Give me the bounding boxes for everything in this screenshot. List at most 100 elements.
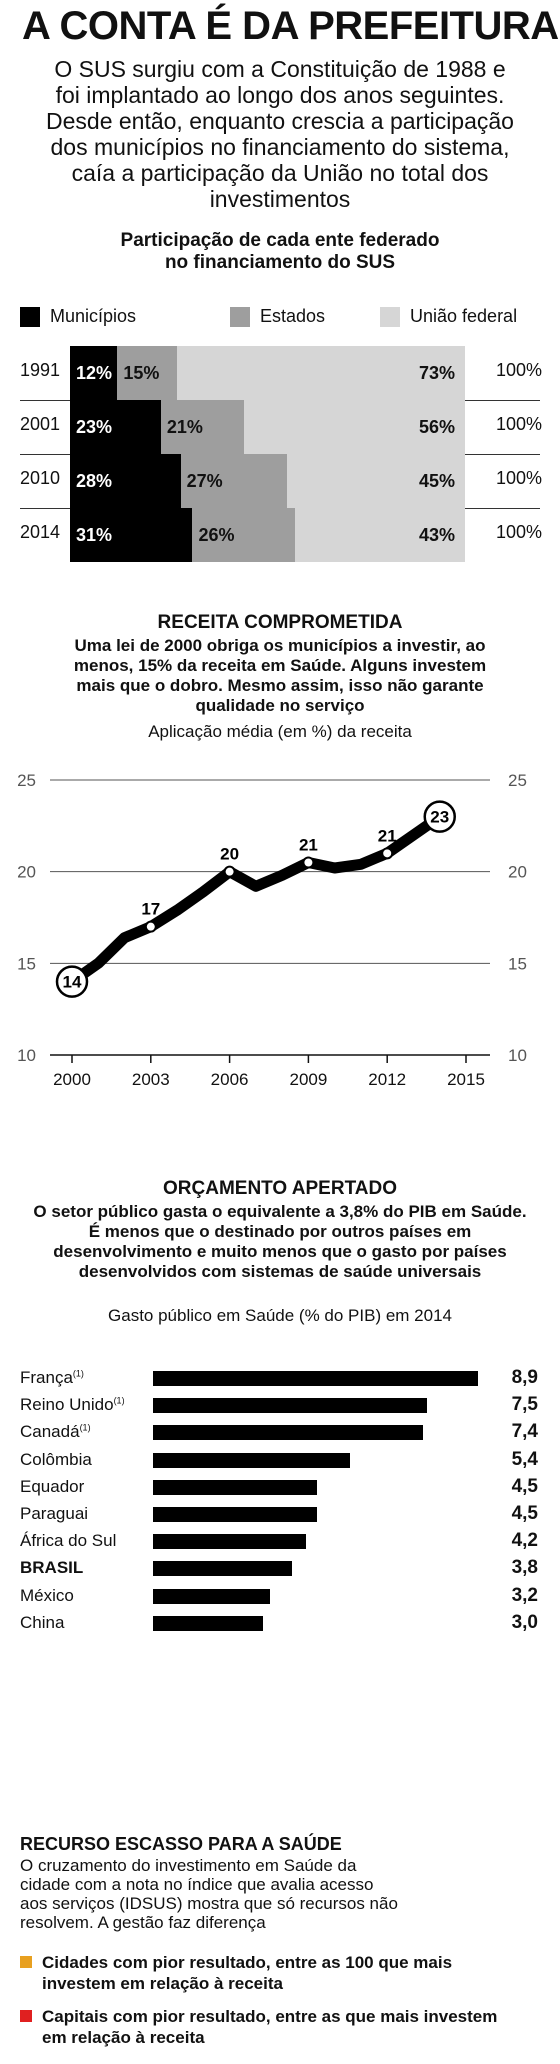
hbar-category-label: México: [20, 1585, 74, 1605]
recurso-title: RECURSO ESCASSO PARA A SAÚDE: [20, 1834, 342, 1854]
stacked-segment-municípios: 23%: [70, 400, 161, 454]
stacked-value-label: 56%: [418, 416, 455, 437]
hbar-bar: [153, 1534, 307, 1550]
hbar-row: México 3,2: [0, 1584, 560, 1609]
hbar-bar: [153, 1452, 351, 1468]
hbar-bar: [153, 1425, 424, 1441]
stacked-row: 1991 12% 15% 73% 100%: [0, 346, 560, 400]
hbar-category-label: Reino Unido(1): [20, 1395, 125, 1415]
stacked-value-label: 21%: [166, 416, 203, 437]
data-point-label: 21: [378, 826, 397, 845]
hbar-category-label: Equador: [20, 1476, 85, 1496]
stacked-value-label: 73%: [418, 362, 455, 383]
hbar-value-label: 4,2: [511, 1530, 538, 1552]
series-line: [66, 811, 446, 988]
hbar-row: África do Sul 4,2: [0, 1529, 560, 1554]
x-tick-label: 2012: [368, 1070, 406, 1089]
data-point-label: 20: [220, 845, 239, 864]
stacked-year-label: 1991: [20, 360, 61, 380]
x-tick-label: 2000: [53, 1070, 91, 1089]
stacked-value-label: 23%: [76, 416, 113, 437]
stacked-value-label: 26%: [198, 524, 235, 545]
stacked-value-label: 15%: [123, 362, 160, 383]
hbar-category-label: África do Sul: [20, 1531, 117, 1551]
hbar-bar: [153, 1398, 427, 1414]
hbar-row: Reino Unido(1) 7,5: [0, 1393, 560, 1418]
stacked-segment-união-federal: 56%: [243, 400, 465, 454]
x-tick-label: 2009: [289, 1070, 327, 1089]
hbar-chart-title: ORÇAMENTO APERTADO: [163, 1178, 397, 1199]
legend-item-estados: Estados: [230, 306, 325, 327]
stacked-year-label: 2001: [20, 414, 61, 434]
x-tick-label: 2015: [447, 1070, 485, 1089]
stacked-total-label: 100%: [496, 522, 543, 542]
legend-item-uniao: União federal: [380, 306, 517, 327]
hbar-value-label: 4,5: [511, 1503, 538, 1524]
footnote-mark: (1): [113, 1395, 125, 1406]
data-point-label: 14: [63, 973, 82, 992]
stacked-segment-estados: 15%: [117, 346, 177, 400]
hbar-bar: [153, 1479, 318, 1495]
y-tick-label-right: 10: [508, 1046, 527, 1065]
hbar-chart-axis-label: Gasto público em Saúde (% do PIB) em 201…: [108, 1306, 452, 1325]
line-chart: 10 10 15 15 20 20 25 25 2000 2003 2006 2009 2012 2015…: [17, 771, 527, 1089]
x-tick-label: 2006: [211, 1070, 249, 1089]
stacked-value-label: 12%: [76, 362, 113, 383]
stacked-total-label: 100%: [496, 360, 543, 380]
hbar-chart-subtitle: O setor público gasta o equivalente a 3,…: [33, 1202, 527, 1281]
data-point-marker: [423, 800, 456, 833]
stacked-value-label: 45%: [418, 470, 455, 491]
hbar-category-label: Canadá(1): [20, 1422, 91, 1442]
stacked-value-label: 27%: [186, 470, 223, 491]
stacked-segment-municípios: 12%: [70, 346, 118, 400]
stacked-value-label: 43%: [418, 524, 455, 545]
y-tick-label-right: 25: [508, 771, 527, 790]
data-point-marker: [302, 856, 315, 869]
y-tick-label-left: 25: [17, 771, 36, 790]
stacked-legend: Municípios Estados União federal: [0, 306, 560, 330]
hbar-row: França(1) 8,9: [0, 1366, 560, 1391]
hbar-value-label: 8,9: [511, 1367, 538, 1388]
x-tick-label: 2003: [132, 1070, 170, 1089]
hbar-bar: [153, 1561, 292, 1577]
data-point-label: 17: [141, 900, 160, 919]
data-point-label: 21: [299, 836, 318, 855]
legend-label-estados: Estados: [260, 306, 326, 326]
stacked-segment-estados: 21%: [160, 400, 244, 454]
legend-label-uniao: União federal: [410, 306, 518, 326]
legend-swatch-uniao: [380, 306, 400, 327]
hbar-category-label: Paraguai: [20, 1504, 89, 1523]
hbar-value-label: 3,8: [511, 1557, 538, 1579]
hbar-bar: [153, 1507, 318, 1522]
hbar-category-label: BRASIL: [20, 1558, 84, 1578]
recurso-text: O cruzamento do investimento em Saúde da…: [20, 1856, 398, 1932]
y-tick-label-right: 20: [508, 863, 527, 882]
stacked-row: 2014 31% 26% 43% 100%: [0, 508, 560, 562]
data-point-marker: [381, 847, 394, 860]
footnote-mark: (1): [72, 1368, 84, 1379]
data-point-marker: [55, 965, 89, 998]
data-point-marker: [144, 920, 157, 933]
legend-label-municipios: Municípios: [50, 306, 137, 326]
y-tick-label-right: 15: [508, 954, 527, 973]
y-tick-label-left: 20: [17, 863, 36, 882]
hbar-bar: [153, 1615, 263, 1631]
legend-text-cidades: Cidades com pior resultado, entre as 100…: [42, 1953, 453, 1993]
data-point-label: 23: [430, 808, 449, 827]
legend-item-municipios: Municípios: [20, 306, 136, 327]
hbar-value-label: 3,2: [511, 1584, 538, 1606]
stacked-year-label: 2010: [20, 468, 61, 488]
hbar-row: Canadá(1) 7,4: [0, 1420, 560, 1445]
stacked-value-label: 28%: [76, 470, 113, 491]
hbar-row: Colômbia 5,4: [0, 1448, 560, 1473]
intro-text: O SUS surgiu com a Constituição de 1988 …: [46, 56, 514, 212]
hbar-category-label: Colômbia: [20, 1449, 92, 1469]
stacked-row: 2010 28% 27% 45% 100%: [0, 454, 560, 508]
hbar-value-label: 5,4: [511, 1448, 538, 1470]
hbar-row: China 3,0: [0, 1611, 560, 1636]
y-tick-label-left: 15: [17, 954, 36, 973]
stacked-value-label: 31%: [76, 524, 113, 545]
page-title: A CONTA É DA PREFEITURA: [22, 4, 559, 48]
data-point-marker: [223, 865, 236, 878]
hbar-bar: [153, 1371, 478, 1386]
